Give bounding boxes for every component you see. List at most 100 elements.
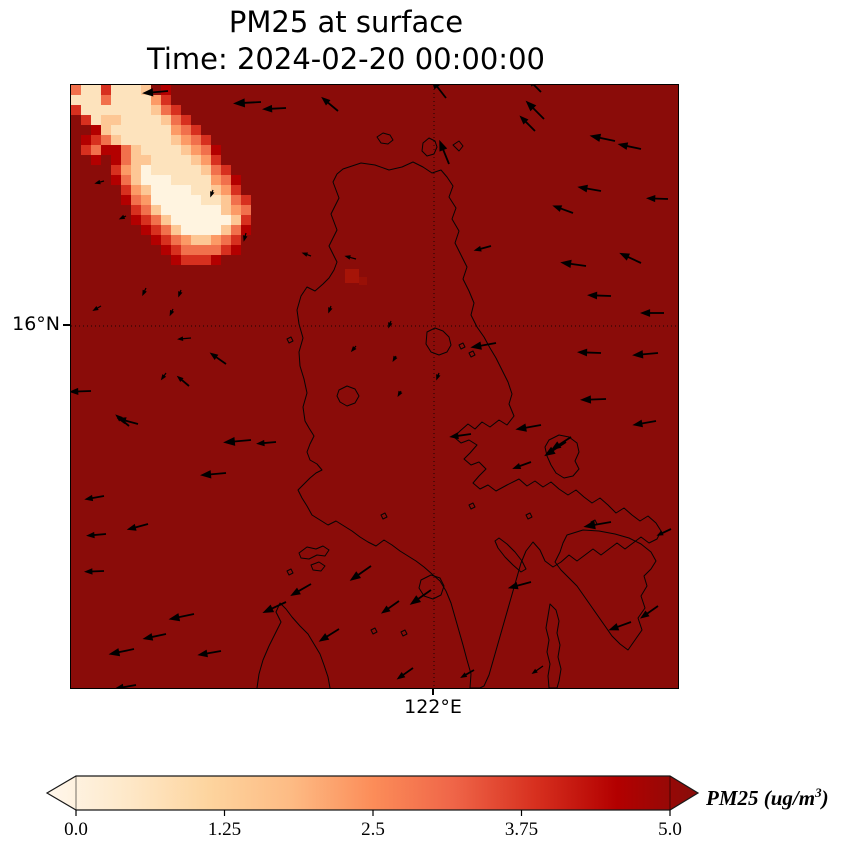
wind-arrow-head: [210, 353, 219, 360]
wind-arrow-head: [94, 180, 100, 184]
wind-arrow-head: [470, 342, 481, 350]
chart-title: PM25 at surface: [40, 4, 652, 41]
wind-arrow-head: [256, 440, 265, 446]
wind-arrow-shaft: [640, 421, 656, 424]
coastline-island: [546, 604, 561, 688]
wind-arrow-shaft: [92, 534, 106, 535]
wind-arrow-head: [439, 140, 447, 152]
wind-arrow-head: [388, 322, 392, 328]
wind-arrow-shaft: [524, 425, 541, 428]
wind-arrow-head: [532, 669, 538, 674]
wind-arrow-head: [398, 391, 403, 397]
coastline-island: [422, 138, 437, 156]
wind-arrow-head: [590, 134, 602, 142]
wind-arrow-head: [449, 432, 459, 439]
coastline-main-island: [297, 162, 661, 688]
wind-arrow-shaft: [150, 634, 166, 637]
wind-arrow-head: [551, 441, 562, 450]
wind-arrow-head: [583, 520, 595, 529]
wind-arrow-head: [233, 98, 245, 107]
wind-arrow-shaft: [402, 668, 413, 676]
wind-arrow-shaft: [525, 121, 535, 131]
wind-arrow-shaft: [532, 107, 544, 119]
wind-arrow-shaft: [262, 442, 276, 443]
wind-arrow-shaft: [598, 137, 615, 141]
wind-arrow-shaft: [387, 601, 399, 609]
wind-arrow-shaft: [585, 352, 601, 353]
wind-arrow-shaft: [589, 399, 606, 400]
wind-arrow-head: [608, 623, 619, 630]
x-axis-tick-mark: [432, 688, 434, 695]
wind-arrow-head: [646, 195, 655, 202]
wind-arrow-head: [552, 205, 562, 212]
coastline-island: [311, 562, 325, 571]
colorbar-tick-label: 0.0: [64, 819, 88, 840]
wind-arrow-head: [393, 356, 398, 362]
colorbar-label-close: ): [822, 786, 829, 810]
wind-arrow-shaft: [325, 629, 339, 637]
wind-arrow-head: [587, 292, 597, 300]
wind-arrow-head: [197, 650, 208, 658]
y-axis-tick-mark: [63, 324, 70, 326]
wind-arrow-head: [170, 310, 175, 316]
wind-arrow-head: [84, 568, 93, 574]
wind-arrow-head: [632, 420, 643, 428]
wind-arrow-head: [515, 424, 526, 432]
wind-arrow-head: [618, 142, 629, 149]
wind-arrow-head: [508, 582, 519, 589]
wind-arrow-head: [328, 307, 332, 313]
wind-arrow-head: [223, 437, 235, 446]
wind-arrow-head: [619, 253, 630, 261]
wind-arrow-head: [142, 290, 147, 296]
map-canvas: [71, 85, 678, 688]
wind-arrow-shaft: [516, 582, 531, 586]
wind-arrow-head: [178, 291, 182, 297]
wind-arrow-shaft: [215, 356, 226, 364]
wind-arrow-head: [302, 252, 308, 256]
wind-arrow-head: [127, 524, 137, 531]
wind-arrow-shaft: [627, 256, 641, 263]
wind-arrow-head: [169, 613, 181, 621]
wind-arrow-head: [632, 350, 643, 358]
coastline-island: [371, 628, 377, 634]
wind-arrow-shaft: [233, 440, 251, 442]
wind-arrow-shaft: [595, 295, 611, 296]
coastline-island: [469, 351, 475, 357]
wind-arrow-shaft: [625, 146, 641, 149]
wind-arrow-head: [460, 672, 467, 678]
wind-arrow-shaft: [327, 102, 338, 111]
low-pm25-plume: [71, 85, 367, 285]
coastline-island: [257, 603, 330, 688]
wind-arrow-shaft: [134, 524, 148, 528]
wind-arrow-shaft: [297, 584, 311, 592]
wind-arrow-head: [640, 309, 650, 317]
colorbar-tick-label: 2.5: [361, 819, 385, 840]
pm25-anomaly-cell: [359, 277, 367, 285]
coastline-island: [545, 435, 579, 478]
wind-arrow-shaft: [91, 496, 104, 498]
wind-arrow-shaft: [559, 208, 573, 213]
coastline-island: [526, 513, 532, 519]
wind-arrow-head: [656, 531, 663, 536]
wind-arrow-head: [262, 105, 272, 113]
wind-arrow-head: [119, 215, 125, 220]
wind-arrow-head: [86, 532, 95, 538]
coastline-island: [287, 337, 293, 343]
wind-arrow-shaft: [585, 188, 601, 191]
y-axis-tick-label: 16°N: [0, 313, 60, 335]
wind-arrow-head: [350, 571, 361, 581]
wind-arrow-head: [262, 605, 274, 613]
coastline-island: [555, 530, 656, 650]
wind-arrow-head: [243, 235, 247, 241]
coastline-island: [381, 513, 387, 519]
coastline-island: [337, 386, 359, 406]
pm25-anomaly-cell: [345, 269, 359, 283]
wind-arrow-shaft: [209, 473, 226, 474]
wind-arrow-head: [200, 470, 211, 478]
wind-arrow-shaft: [569, 264, 586, 266]
wind-arrow-shaft: [76, 391, 91, 392]
coastline-island: [453, 141, 463, 151]
wind-arrow-head: [397, 672, 406, 679]
